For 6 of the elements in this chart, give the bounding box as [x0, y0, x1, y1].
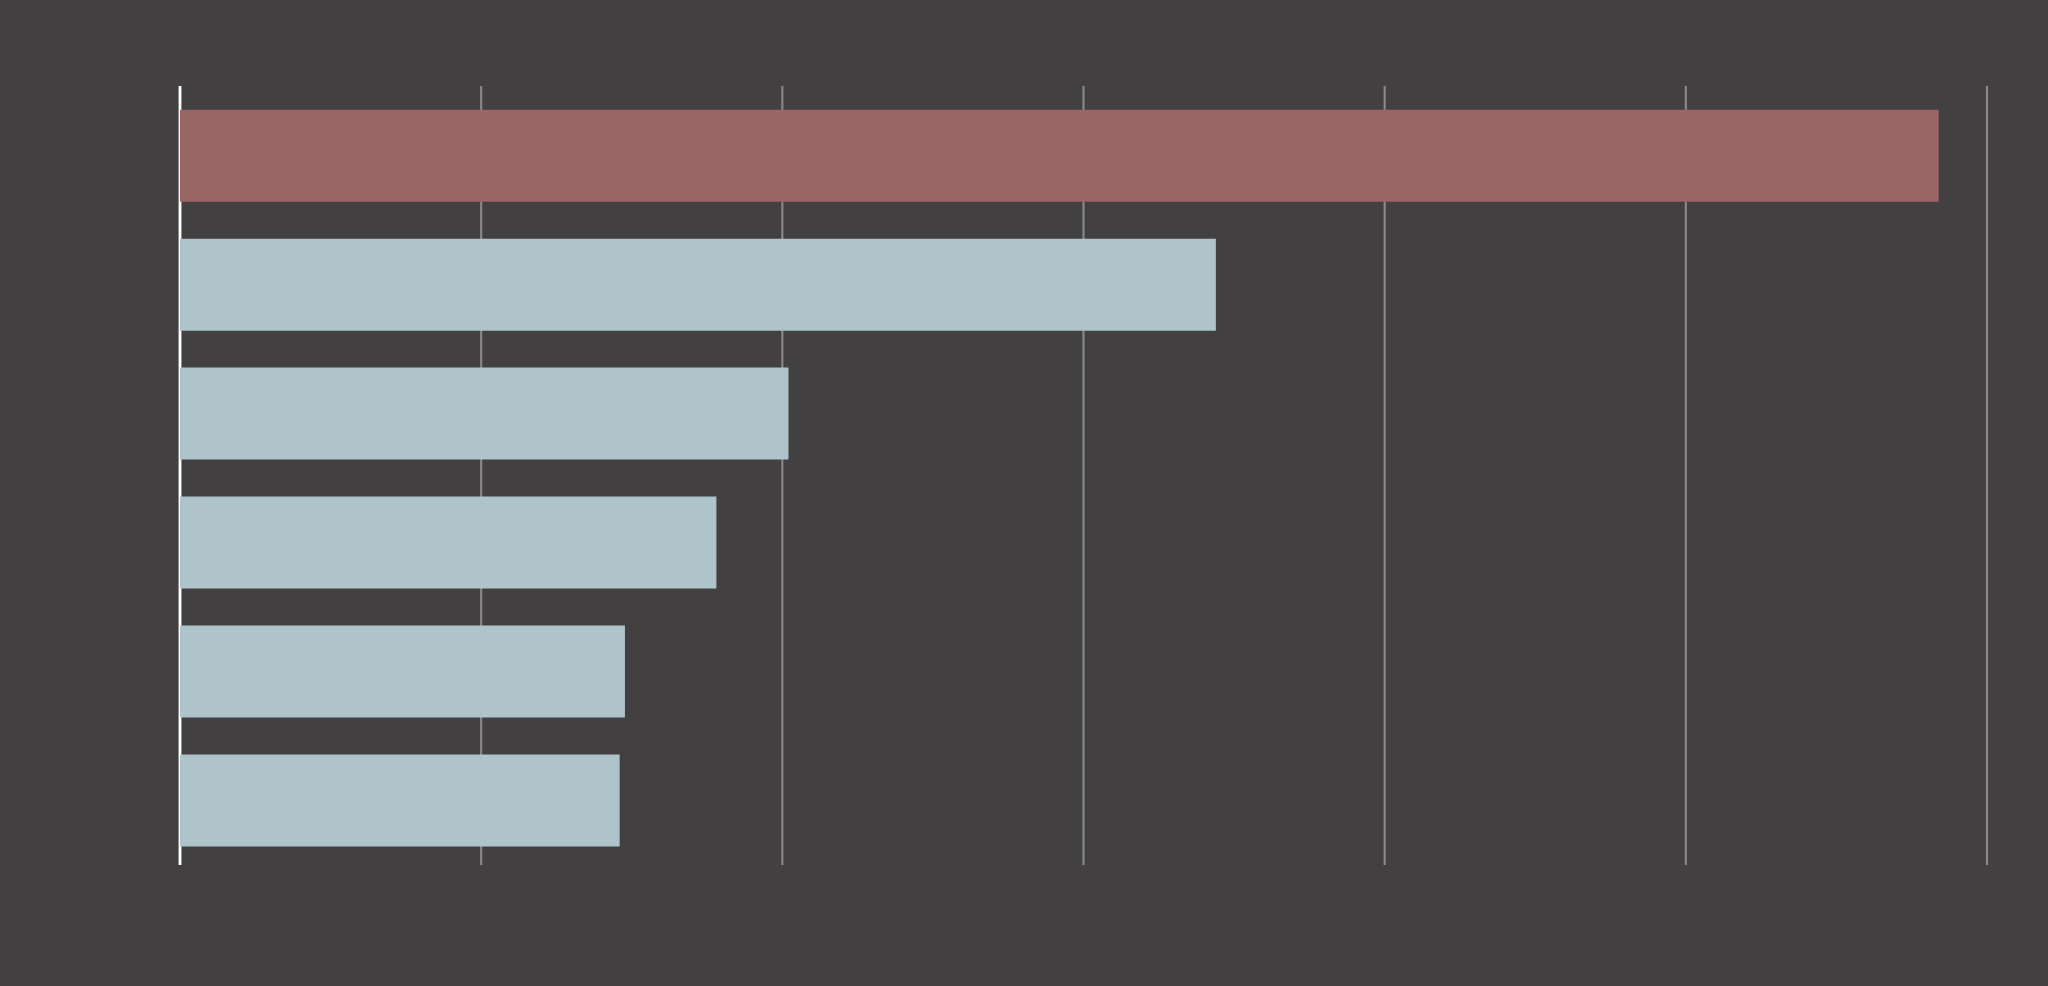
bar	[180, 496, 717, 589]
bar	[180, 367, 789, 460]
bar	[180, 754, 620, 847]
bar	[180, 625, 625, 718]
bar	[180, 238, 1216, 331]
bar	[180, 109, 1939, 202]
